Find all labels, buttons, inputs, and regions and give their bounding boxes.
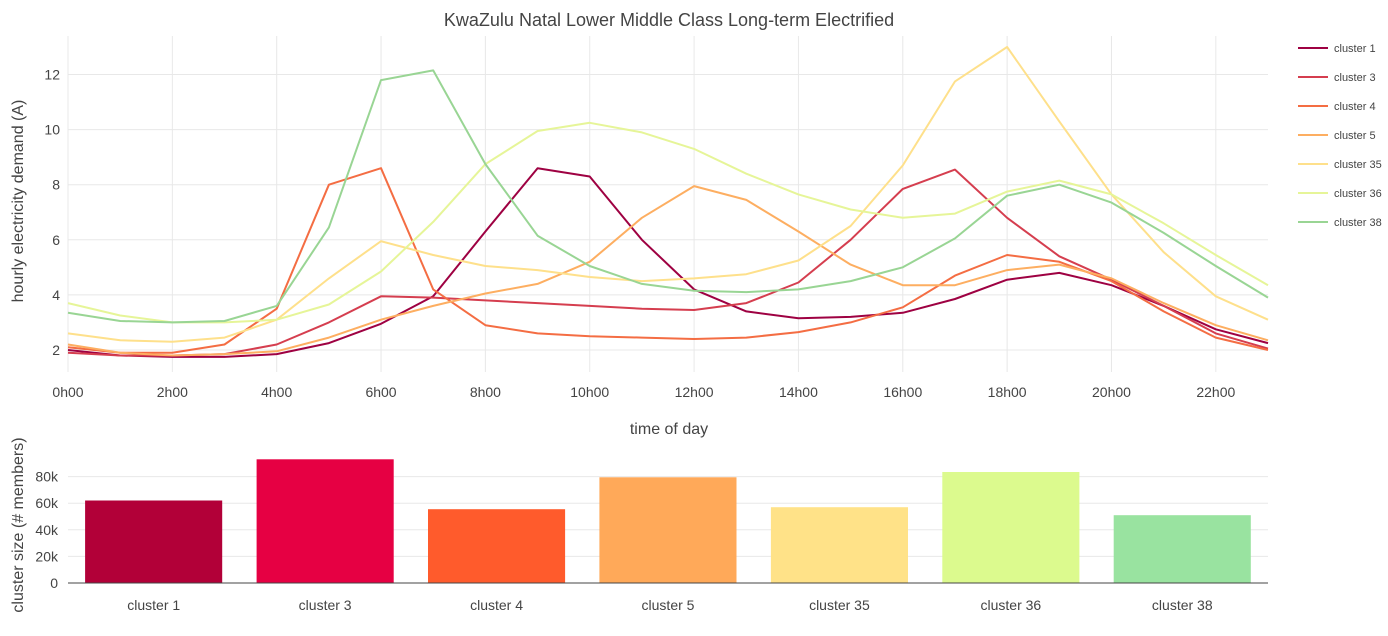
x-tick-label: 22h00 <box>1196 384 1235 400</box>
y-tick-label: 2 <box>52 342 60 358</box>
bar-x-tick-label: cluster 1 <box>127 597 180 613</box>
line-chart-gridlines <box>67 36 1268 372</box>
bar-cluster-5[interactable] <box>599 477 737 583</box>
series-line-cluster-35 <box>67 46 1269 343</box>
line-chart-x-ticks: 0h00 2h00 4h00 6h00 8h00 10h00 12h00 14h00 16h00… <box>52 384 1235 400</box>
line-chart-series <box>67 46 1269 358</box>
legend-label: cluster 3 <box>1334 72 1376 84</box>
y-tick-label: 12 <box>44 67 60 83</box>
bar-cluster-3[interactable] <box>256 459 394 583</box>
legend-label: cluster 4 <box>1334 101 1376 113</box>
y-tick-label: 10 <box>44 122 60 138</box>
x-tick-label: 14h00 <box>779 384 818 400</box>
x-tick-label: 18h00 <box>988 384 1027 400</box>
bar-x-tick-label: cluster 4 <box>470 597 523 613</box>
x-tick-label: 12h00 <box>675 384 714 400</box>
bar-y-tick-label: 80k <box>35 469 59 485</box>
legend-label: cluster 36 <box>1334 188 1382 200</box>
bar-cluster-36[interactable] <box>942 472 1080 583</box>
x-tick-label: 6h00 <box>365 384 396 400</box>
bar-chart-x-ticks: cluster 1 cluster 3 cluster 4 cluster 5 clus… <box>127 597 1213 613</box>
x-tick-label: 8h00 <box>470 384 501 400</box>
series-line-cluster-36 <box>67 121 1269 324</box>
legend-item[interactable]: cluster 1 <box>1298 43 1376 55</box>
x-tick-label: 4h00 <box>261 384 292 400</box>
series-line-cluster-3 <box>67 168 1269 357</box>
bar-y-axis-title: cluster size (# members) <box>10 437 27 612</box>
legend-label: cluster 1 <box>1334 43 1376 55</box>
y-tick-label: 8 <box>52 177 60 193</box>
series-line-cluster-4 <box>67 167 1269 354</box>
y-axis-title: hourly electricity demand (A) <box>10 100 27 303</box>
bar-x-tick-label: cluster 35 <box>809 597 870 613</box>
legend-item[interactable]: cluster 5 <box>1298 130 1376 142</box>
bar-cluster-1[interactable] <box>85 500 223 584</box>
bar-y-tick-label: 60k <box>35 495 59 511</box>
chart-title: KwaZulu Natal Lower Middle Class Long-te… <box>444 10 894 30</box>
x-tick-label: 10h00 <box>570 384 609 400</box>
x-tick-label: 2h00 <box>157 384 188 400</box>
bar-cluster-35[interactable] <box>770 507 908 583</box>
bar-y-tick-label: 20k <box>35 548 59 564</box>
y-tick-label: 6 <box>52 232 60 248</box>
y-tick-label: 4 <box>52 287 60 303</box>
x-axis-title: time of day <box>630 421 708 438</box>
legend-item[interactable]: cluster 4 <box>1298 101 1376 113</box>
x-tick-label: 20h00 <box>1092 384 1131 400</box>
legend-item[interactable]: cluster 3 <box>1298 72 1376 84</box>
bar-x-tick-label: cluster 36 <box>981 597 1042 613</box>
legend-item[interactable]: cluster 36 <box>1298 188 1382 200</box>
bar-x-tick-label: cluster 38 <box>1152 597 1213 613</box>
legend: cluster 1 cluster 3 cluster 4 cluster 5 clus… <box>1298 43 1382 229</box>
series-line-cluster-5 <box>67 185 1269 357</box>
bar-y-tick-label: 40k <box>35 522 59 538</box>
bar-chart-y-ticks: 0 20k 40k 60k 80k <box>35 469 59 591</box>
line-chart-y-ticks: 2 4 6 8 10 12 <box>44 67 60 358</box>
legend-label: cluster 35 <box>1334 159 1382 171</box>
bar-x-tick-label: cluster 5 <box>642 597 695 613</box>
bar-cluster-38[interactable] <box>1113 515 1251 583</box>
series-line-cluster-38 <box>67 69 1269 324</box>
bar-chart-bars <box>85 459 1251 583</box>
bar-x-tick-label: cluster 3 <box>299 597 352 613</box>
x-tick-label: 16h00 <box>883 384 922 400</box>
series-line-cluster-1 <box>67 167 1269 358</box>
legend-item[interactable]: cluster 35 <box>1298 159 1382 171</box>
bar-cluster-4[interactable] <box>428 509 566 583</box>
bar-y-tick-label: 0 <box>50 575 58 591</box>
legend-label: cluster 38 <box>1334 217 1382 229</box>
legend-item[interactable]: cluster 38 <box>1298 217 1382 229</box>
legend-label: cluster 5 <box>1334 130 1376 142</box>
x-tick-label: 0h00 <box>52 384 83 400</box>
